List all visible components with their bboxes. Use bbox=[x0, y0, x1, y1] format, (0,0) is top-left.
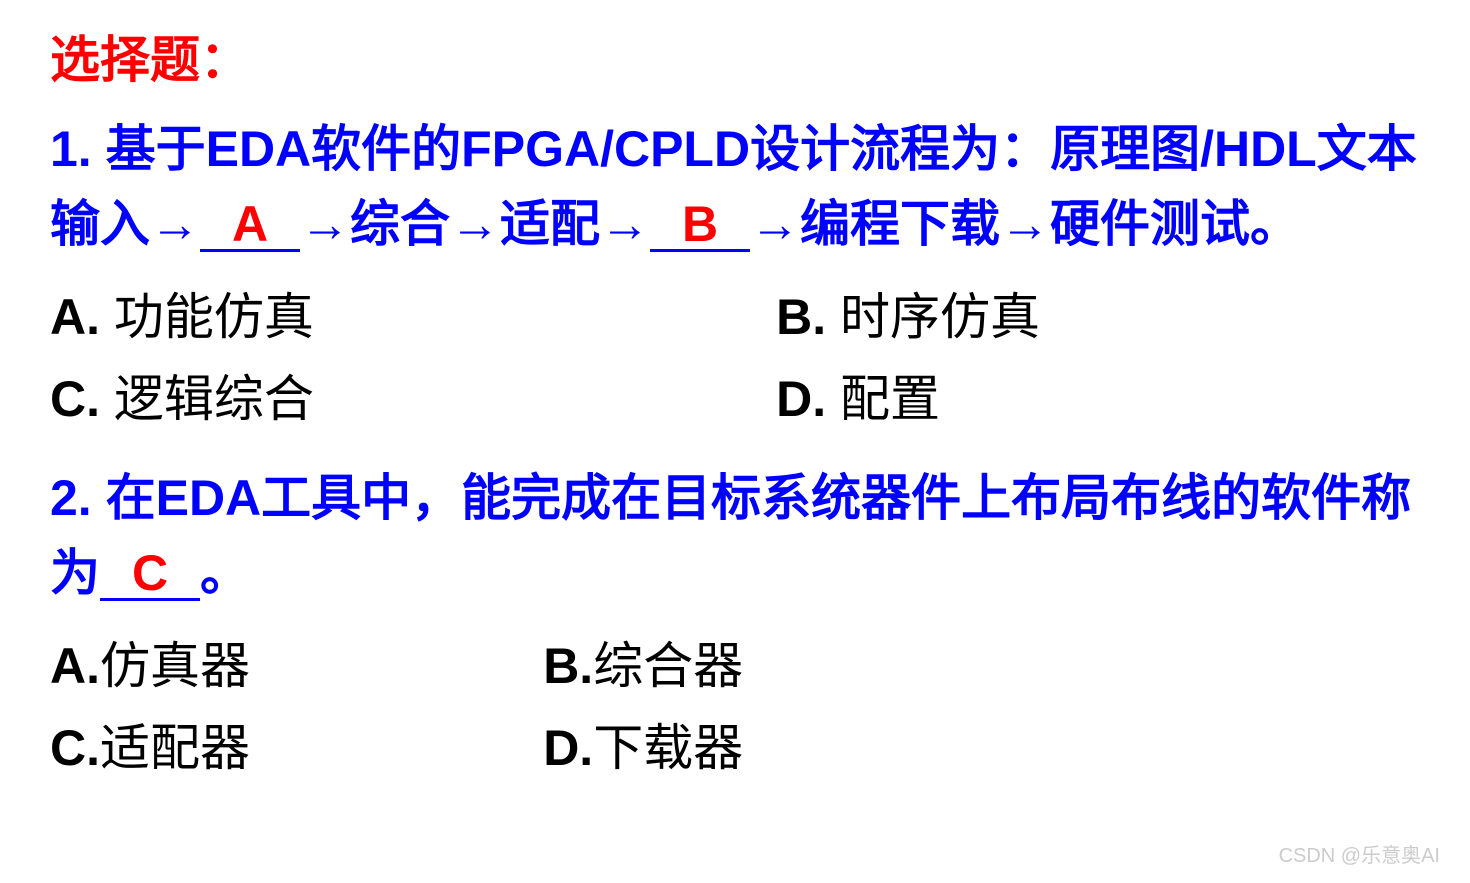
option-text: 适配器 bbox=[100, 720, 250, 776]
q1-option-c: C. 逻辑综合 bbox=[50, 359, 776, 431]
q2-options: A.仿真器 B.综合器 C.适配器 D.下载器 bbox=[50, 626, 1420, 790]
q1-text-1: 基于 bbox=[106, 121, 206, 177]
q1-option-a: A. 功能仿真 bbox=[50, 277, 776, 349]
q1-answer-2: B bbox=[682, 196, 718, 252]
q2-answer: C bbox=[132, 545, 168, 601]
watermark: CSDN @乐意奥AI bbox=[1279, 839, 1440, 868]
q1-option-d: D. 配置 bbox=[776, 359, 1420, 431]
q2-number: 2. bbox=[50, 470, 106, 526]
option-letter: A. bbox=[50, 638, 100, 694]
q2-text-1: 在 bbox=[106, 470, 156, 526]
q1-blank-2: B bbox=[650, 199, 750, 252]
q2-option-b: B.综合器 bbox=[543, 626, 1420, 698]
option-text: 时序仿真 bbox=[840, 289, 1040, 345]
q1-blank-1: A bbox=[200, 199, 300, 252]
option-text: 功能仿真 bbox=[114, 289, 314, 345]
option-text: 综合器 bbox=[593, 638, 743, 694]
q1-answer-1: A bbox=[232, 196, 268, 252]
question-2: 2. 在EDA工具中，能完成在目标系统器件上布局布线的软件称为C。 bbox=[50, 461, 1420, 611]
q1-hdl: /HDL bbox=[1200, 121, 1317, 177]
q1-number: 1. bbox=[50, 121, 106, 177]
option-text: 逻辑综合 bbox=[114, 371, 314, 427]
option-letter: B. bbox=[543, 638, 593, 694]
question-1: 1. 基于EDA软件的FPGA/CPLD设计流程为：原理图/HDL文本输入→A→… bbox=[50, 112, 1420, 262]
q1-text-6: →编程下载→硬件测试。 bbox=[750, 196, 1300, 252]
option-letter: B. bbox=[776, 289, 840, 345]
q1-text-3: 设计流程为：原理图 bbox=[750, 121, 1200, 177]
q1-options: A. 功能仿真 B. 时序仿真 C. 逻辑综合 D. 配置 bbox=[50, 277, 1420, 441]
option-text: 仿真器 bbox=[100, 638, 250, 694]
option-letter: C. bbox=[50, 720, 100, 776]
q2-blank: C bbox=[100, 548, 200, 601]
q2-eda: EDA bbox=[156, 470, 262, 526]
option-text: 配置 bbox=[840, 371, 940, 427]
q1-fpga: FPGA/CPLD bbox=[461, 121, 750, 177]
q1-text-5: →综合→适配→ bbox=[300, 196, 650, 252]
section-title: 选择题： bbox=[50, 20, 1420, 92]
option-letter: C. bbox=[50, 371, 114, 427]
q1-text-2: 软件的 bbox=[311, 121, 461, 177]
q2-text-3: 。 bbox=[200, 545, 250, 601]
q1-eda: EDA bbox=[206, 121, 312, 177]
q2-option-c: C.适配器 bbox=[50, 708, 543, 780]
q2-option-a: A.仿真器 bbox=[50, 626, 543, 698]
option-letter: A. bbox=[50, 289, 114, 345]
q1-option-b: B. 时序仿真 bbox=[776, 277, 1420, 349]
option-letter: D. bbox=[543, 720, 593, 776]
option-letter: D. bbox=[776, 371, 840, 427]
q2-option-d: D.下载器 bbox=[543, 708, 1420, 780]
option-text: 下载器 bbox=[593, 720, 743, 776]
